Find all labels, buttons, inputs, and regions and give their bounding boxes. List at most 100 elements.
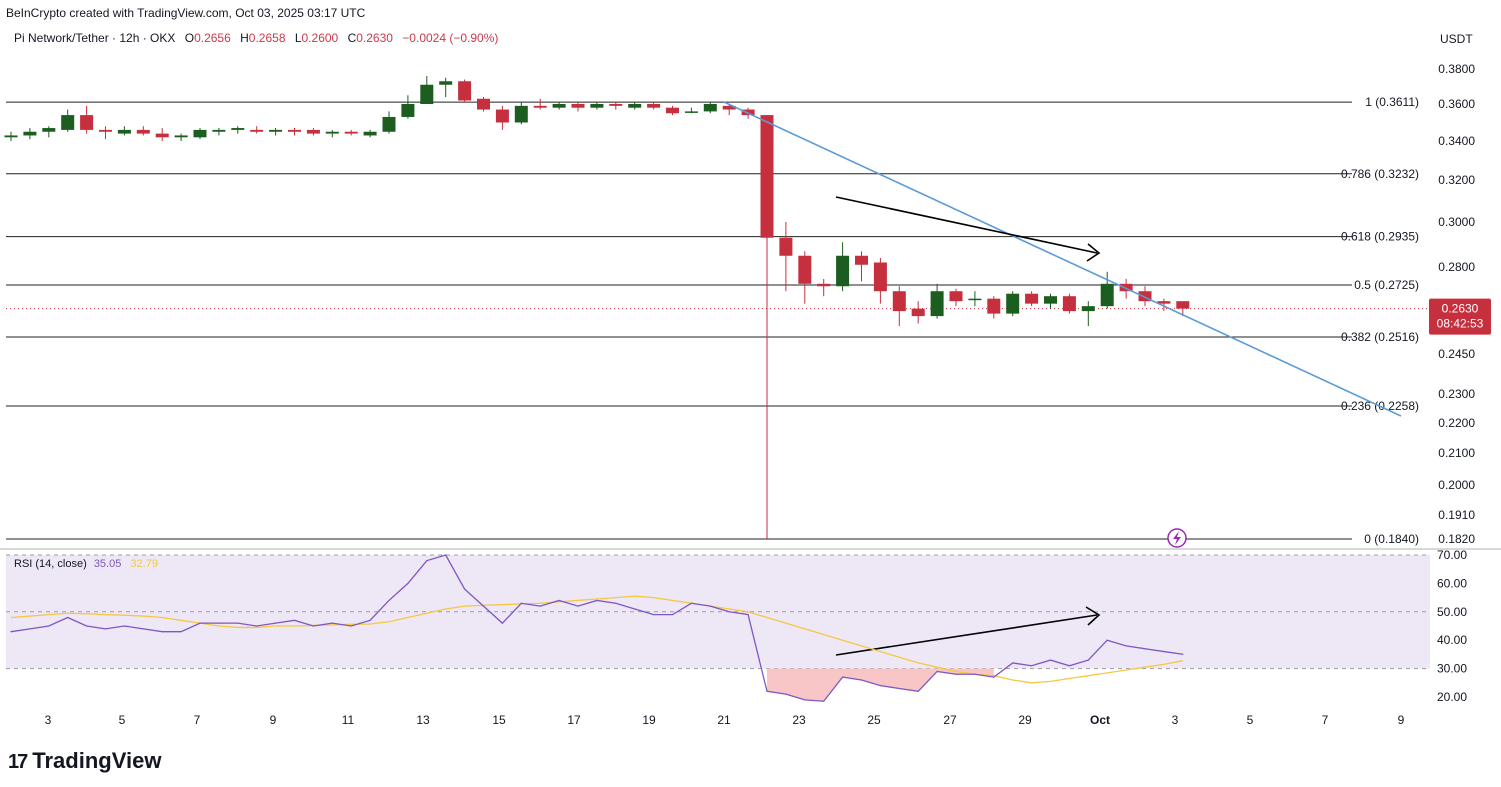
rsi-point-38 xyxy=(728,611,730,613)
candle-body-51 xyxy=(968,298,982,301)
rsi-tick-5: 20.00 xyxy=(1437,690,1467,704)
time-tick-17: 7 xyxy=(1322,713,1329,727)
rsi-point-34 xyxy=(653,614,655,616)
candle-body-61 xyxy=(1157,301,1171,304)
candle-24 xyxy=(458,79,472,103)
time-tick-3: 9 xyxy=(270,713,277,727)
candle-body-30 xyxy=(571,104,585,108)
rsi-point-10 xyxy=(199,622,201,624)
close-label: C xyxy=(347,31,357,45)
candle-38 xyxy=(722,104,736,116)
time-tick-0: 3 xyxy=(45,713,52,727)
candle-43 xyxy=(817,279,831,297)
rsi-point-51 xyxy=(974,673,976,675)
candle-body-50 xyxy=(949,291,963,302)
candle-8 xyxy=(155,128,169,141)
candle-18 xyxy=(344,129,358,136)
candle-body-18 xyxy=(344,131,358,134)
candle-body-27 xyxy=(514,105,528,123)
candle-21 xyxy=(401,95,415,119)
candle-body-62 xyxy=(1176,301,1190,309)
candle-10 xyxy=(193,128,207,140)
candle-49 xyxy=(930,283,944,319)
rsi-point-7 xyxy=(142,628,144,630)
rsi-point-62 xyxy=(1182,653,1184,655)
rsi-point-54 xyxy=(1031,665,1033,667)
candle-29 xyxy=(552,102,566,110)
candle-51 xyxy=(968,291,982,307)
candle-body-45 xyxy=(855,255,868,265)
candle-46 xyxy=(873,258,887,304)
rsi-point-29 xyxy=(558,599,560,602)
rsi-point-6 xyxy=(123,625,125,627)
candle-34 xyxy=(647,102,661,110)
tradingview-brand[interactable]: 17 TradingView xyxy=(8,748,161,774)
candle-body-26 xyxy=(495,109,509,123)
rsi-point-25 xyxy=(482,605,485,607)
rsi-point-24 xyxy=(464,588,466,590)
candle-body-38 xyxy=(722,105,736,110)
candle-body-13 xyxy=(250,129,264,132)
candle-11 xyxy=(212,128,226,136)
rsi-point-42 xyxy=(804,699,806,701)
price-tick-7: 0.2300 xyxy=(1438,387,1475,401)
candle-55 xyxy=(1044,293,1057,309)
brand-name: TradingView xyxy=(32,748,162,773)
time-tick-5: 13 xyxy=(416,713,430,727)
candle-body-2 xyxy=(42,128,56,132)
rsi-title: RSI (14, close) xyxy=(14,558,87,570)
price-tick-4: 0.3000 xyxy=(1438,215,1475,229)
candle-20 xyxy=(382,111,396,134)
rsi-point-0 xyxy=(10,631,12,633)
rsi-point-11 xyxy=(218,622,220,624)
price-tick-1: 0.3600 xyxy=(1438,97,1475,111)
tradingview-logo-icon: 17 xyxy=(8,751,28,773)
candle-body-23 xyxy=(439,81,453,85)
candle-body-40 xyxy=(760,115,774,238)
descending-trendline xyxy=(723,101,1402,417)
candle-40 xyxy=(760,115,774,539)
candle-13 xyxy=(250,126,264,134)
price-tick-12: 0.1820 xyxy=(1438,532,1475,546)
candle-6 xyxy=(117,126,131,136)
candle-body-20 xyxy=(382,116,396,132)
price-tick-11: 0.1910 xyxy=(1438,508,1475,522)
candle-47 xyxy=(892,286,906,327)
candle-58 xyxy=(1100,271,1114,309)
time-tick-18: 9 xyxy=(1398,713,1405,727)
candle-body-8 xyxy=(155,133,169,138)
candle-body-47 xyxy=(892,291,906,312)
price-tick-9: 0.2100 xyxy=(1438,446,1475,460)
candle-body-14 xyxy=(269,129,283,132)
creator-caption: BeInCrypto created with TradingView.com,… xyxy=(6,6,366,20)
rsi-lines xyxy=(10,554,1184,702)
candle-body-32 xyxy=(609,104,623,106)
rsi-point-35 xyxy=(671,614,674,616)
rsi-arrow-head xyxy=(1085,606,1101,626)
candle-body-56 xyxy=(1062,296,1076,312)
rsi-value: 35.05 xyxy=(93,558,122,570)
fib-levels: 1 (0.3611) 0.786 (0.3232) 0.618 (0.2935) 0.… xyxy=(6,95,1430,546)
fib-label-1: 0.786 (0.3232) xyxy=(1341,167,1419,181)
rsi-point-41 xyxy=(785,693,787,695)
symbol-legend: Pi Network/Tether · 12h · OKX O0.2656 H0… xyxy=(14,31,498,45)
rsi-point-26 xyxy=(501,622,503,624)
open-value: 0.2656 xyxy=(194,31,231,45)
rsi-background xyxy=(0,548,1501,670)
candle-body-41 xyxy=(779,237,793,256)
candle-16 xyxy=(306,128,320,136)
rsi-ma-value: 32.79 xyxy=(130,558,158,570)
candle-5 xyxy=(99,126,112,140)
candle-body-60 xyxy=(1138,291,1152,302)
candle-body-36 xyxy=(684,111,698,113)
candle-body-28 xyxy=(533,105,547,108)
candle-25 xyxy=(477,97,490,112)
rsi-point-36 xyxy=(690,602,693,604)
candle-body-49 xyxy=(930,291,944,317)
candle-body-42 xyxy=(798,255,812,284)
candle-4 xyxy=(80,105,94,134)
candle-31 xyxy=(590,102,604,110)
rsi-point-55 xyxy=(1049,659,1052,661)
